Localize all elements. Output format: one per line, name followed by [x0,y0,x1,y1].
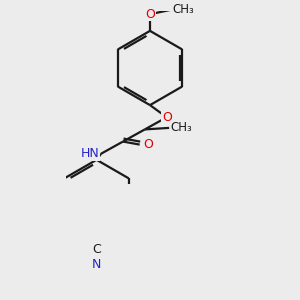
Text: CH₃: CH₃ [173,3,194,16]
Text: HN: HN [81,147,99,160]
Text: O: O [162,111,172,124]
Text: O: O [145,8,155,21]
Text: C: C [92,243,101,256]
Text: O: O [143,138,153,151]
Text: CH₃: CH₃ [170,122,192,134]
Text: N: N [92,258,101,271]
